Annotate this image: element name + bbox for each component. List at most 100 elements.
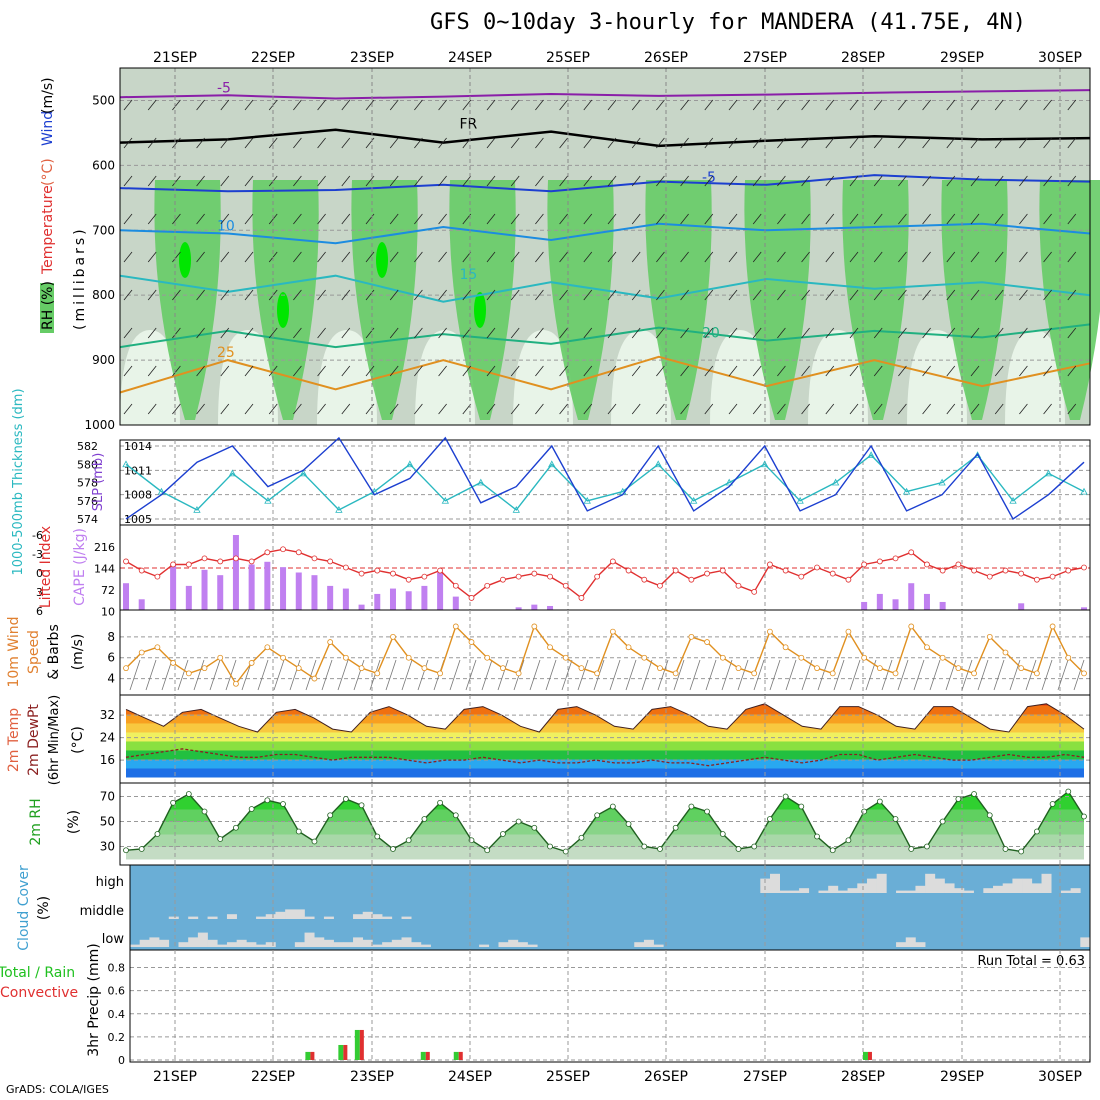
wind-barb (220, 213, 230, 225)
rh-dry-area (415, 330, 475, 425)
temp-band (126, 758, 1084, 769)
surface-wind-barb (161, 659, 173, 691)
lifted-index-line-point (876, 558, 883, 565)
wind-barb (244, 327, 254, 339)
wind-barb (317, 365, 326, 377)
cloud-background (130, 865, 1090, 950)
wind-barb (607, 175, 617, 187)
wind-speed-line-point (342, 654, 349, 661)
wind-speed-line-point (782, 644, 789, 651)
profile-ylabel-units: (millibars) (72, 226, 88, 330)
wind-speed-line-point (814, 665, 820, 672)
cloud-high-bar (789, 890, 800, 893)
wind-barb (704, 365, 714, 377)
cape-bar (217, 575, 224, 610)
cloud-low-bar (498, 942, 509, 947)
wind-barb (631, 213, 641, 225)
pressure-tick-label: 800 (92, 288, 115, 302)
precip-total-bar (862, 1051, 868, 1060)
wind-barb (365, 289, 375, 301)
wind-barb (559, 403, 568, 415)
wind-barb (946, 289, 956, 301)
cloud-middle-bar (382, 916, 393, 919)
date-label-bottom: 29SEP (940, 1069, 984, 1085)
rh-line-point (1065, 788, 1072, 795)
wind-barb (1067, 175, 1077, 187)
wind-barb (293, 365, 302, 377)
surface-wind-barb (497, 659, 509, 691)
wind-speed-line-point (861, 654, 868, 661)
wind-barb (752, 213, 762, 225)
cloud-middle-bar (285, 909, 296, 919)
surface-wind-barb (193, 659, 205, 691)
lifted-index-line-point (751, 588, 758, 595)
wind-barb (849, 175, 859, 187)
lifted-index-tick-label: -6 (32, 529, 43, 542)
cloud-middle-bar (362, 911, 373, 919)
thickness-line-point (477, 478, 485, 486)
lifted-index-line-point (421, 573, 428, 580)
cloud-high-bar (905, 890, 916, 893)
lifted-index-line-point (861, 561, 868, 568)
wind-speed-line-point (280, 654, 286, 661)
surface-wind-barb (561, 659, 573, 691)
wind-speed-line-point (1049, 623, 1056, 630)
lifted-index-tick-label: 0 (36, 567, 43, 580)
surface-wind-barb (929, 659, 941, 691)
wind-barb (752, 251, 762, 263)
wind-barb (389, 327, 399, 339)
cloud-low-bar (401, 937, 412, 947)
wind-barb (414, 99, 423, 111)
cloud-middle-bar (265, 914, 276, 919)
date-label-bottom: 22SEP (251, 1069, 295, 1085)
wind-barb (438, 403, 447, 415)
cloud-high-bar (925, 873, 936, 893)
rh-line-point (861, 808, 868, 815)
wind-barb (317, 403, 326, 415)
wind-ylabel-c-group: & Barbs (46, 624, 62, 680)
wind-barb (341, 99, 351, 111)
wind-barb (680, 403, 689, 415)
rh-line-point (217, 836, 224, 842)
rh-line-point (484, 847, 491, 854)
precip-legend-convective: Convective (0, 985, 78, 1001)
wind-speed-line-point (185, 670, 192, 677)
rh-line-point (1002, 846, 1009, 852)
wind-speed-line-point (594, 670, 601, 677)
thickness-line-point (548, 460, 556, 468)
lifted-index-line-point (625, 567, 632, 574)
lifted-index-line-point (342, 564, 349, 571)
precip-total-bar (354, 1029, 360, 1060)
thickness-ylabel-group: 1000-500mb Thickness (dm) (11, 388, 26, 575)
rh-legend-swatch (40, 283, 54, 333)
cloud-middle-bar (401, 916, 412, 919)
wind-barb (389, 99, 399, 111)
wind-barb (607, 251, 617, 263)
slp-line (125, 436, 1085, 521)
wind-barb (293, 137, 302, 149)
wind-barb (1019, 99, 1028, 111)
precip-convective-bar (343, 1044, 348, 1060)
rh-line-point (437, 799, 443, 806)
lifted-index-line-point (327, 558, 334, 565)
wind-barb (946, 99, 956, 111)
rh-line-point (924, 843, 930, 850)
date-label-bottom: 26SEP (644, 1069, 688, 1085)
wind-barb (341, 327, 351, 339)
wind-barb (293, 403, 302, 415)
wind-barb (656, 289, 665, 301)
wind-speed-line-point (767, 628, 773, 635)
cloud-ylabel-a: Cloud Cover (16, 865, 32, 951)
lifted-index-line-point (295, 549, 302, 556)
wind-barb (849, 365, 859, 377)
thickness-line-point (902, 487, 911, 495)
wind-barb (607, 327, 617, 339)
lifted-index-line-point (908, 549, 915, 556)
wind-barb (656, 403, 665, 415)
wind-barb (341, 137, 351, 149)
cloud-level-label-middle: middle (80, 904, 124, 919)
wind-barb (752, 327, 762, 339)
lifted-index-line-point (1002, 567, 1009, 574)
temperature-contour (119, 89, 1091, 100)
lifted-index-line-point (971, 567, 977, 574)
